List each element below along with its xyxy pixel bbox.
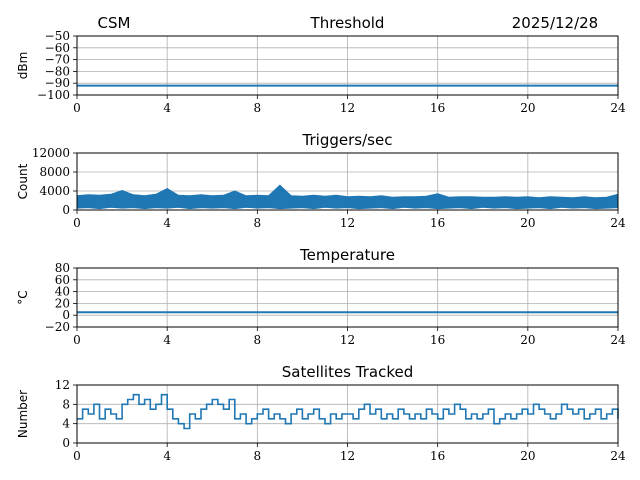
y-axis-label: °C [16, 290, 30, 304]
y-tick-label: 80 [55, 261, 70, 275]
x-tick-label: 24 [610, 333, 626, 347]
y-tick-label: 20 [55, 296, 70, 310]
header-left-label: CSM [98, 14, 131, 32]
y-tick-label: 0 [62, 436, 70, 450]
x-tick-label: 24 [610, 216, 626, 230]
y-tick-label: −100 [37, 88, 70, 102]
x-tick-label: 20 [520, 333, 535, 347]
chart-title: Satellites Tracked [282, 363, 413, 381]
chart-title: Triggers/sec [302, 131, 393, 149]
chart-panel-3: 0 4 8 12 16 20 24 0 4 8 12 Satellites Tracked Number [16, 363, 626, 463]
x-tick-label: 12 [340, 333, 355, 347]
y-tick-label: 12 [55, 378, 70, 392]
x-tick-label: 8 [254, 101, 262, 115]
y-tick-label: 0 [62, 203, 70, 217]
x-tick-label: 12 [340, 101, 355, 115]
x-tick-label: 4 [163, 101, 171, 115]
panels: 0 4 8 12 16 20 24 −100−90−80−70−60−50 Threshold d… [16, 14, 626, 463]
x-tick-label: 4 [163, 216, 171, 230]
y-tick-label: 60 [55, 273, 70, 287]
y-tick-label: −90 [45, 76, 70, 90]
chart-title: Threshold [310, 14, 385, 32]
y-axis-label: dBm [16, 52, 30, 80]
x-tick-label: 12 [340, 449, 355, 463]
y-tick-label: 4 [62, 417, 70, 431]
header-right-label: 2025/12/28 [512, 14, 598, 32]
y-tick-label: 8 [62, 397, 70, 411]
x-tick-label: 8 [254, 449, 262, 463]
y-tick-label: −60 [45, 41, 70, 55]
y-axis-label: Number [16, 390, 30, 438]
x-tick-label: 24 [610, 101, 626, 115]
x-tick-label: 16 [430, 333, 445, 347]
x-tick-label: 20 [520, 449, 535, 463]
x-tick-label: 20 [520, 216, 535, 230]
x-tick-label: 0 [73, 216, 81, 230]
chart-panel-1: 0 4 8 12 16 20 24 0 4000 8000 12000 Triggers/sec Cou… [16, 131, 626, 230]
y-tick-label: −50 [45, 29, 70, 43]
y-tick-label: 8000 [39, 165, 70, 179]
x-tick-label: 20 [520, 101, 535, 115]
y-tick-label: 0 [62, 308, 70, 322]
x-tick-label: 0 [73, 101, 81, 115]
y-axis-label: Count [16, 163, 30, 199]
y-tick-label: −70 [45, 53, 70, 67]
y-tick-label: −20 [45, 320, 70, 334]
y-tick-label: 40 [55, 285, 70, 299]
y-tick-label: −80 [45, 64, 70, 78]
x-tick-label: 16 [430, 449, 445, 463]
x-tick-label: 8 [254, 333, 262, 347]
chart-title: Temperature [299, 246, 395, 264]
x-tick-label: 24 [610, 449, 626, 463]
x-tick-label: 16 [430, 101, 445, 115]
series-line [76, 184, 619, 203]
y-tick-label: 4000 [39, 184, 70, 198]
series-line [77, 393, 619, 430]
x-tick-label: 0 [73, 449, 81, 463]
x-tick-label: 8 [254, 216, 262, 230]
x-tick-label: 4 [163, 449, 171, 463]
x-tick-label: 16 [430, 216, 445, 230]
chart-panel-0: 0 4 8 12 16 20 24 −100−90−80−70−60−50 Threshold d… [16, 14, 626, 115]
x-tick-label: 12 [340, 216, 355, 230]
x-tick-label: 4 [163, 333, 171, 347]
y-tick-label: 12000 [32, 146, 70, 160]
x-tick-label: 0 [73, 333, 81, 347]
